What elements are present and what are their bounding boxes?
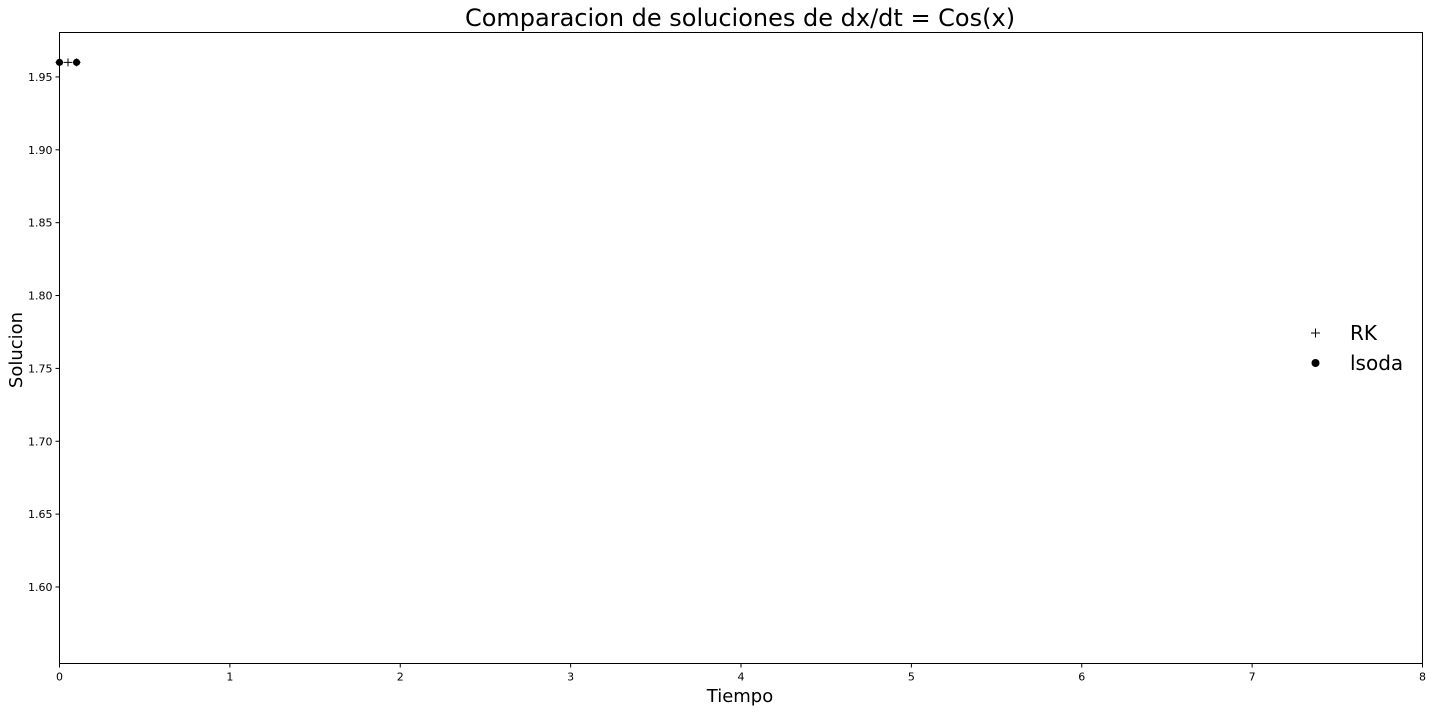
y-tick-label: 1.70	[28, 435, 53, 448]
legend-marker-rk	[1311, 328, 1320, 338]
axes-frame	[59, 32, 1423, 664]
y-tick-label: 1.75	[28, 362, 53, 375]
y-tick-label: 1.95	[28, 71, 53, 84]
x-tick-label: 4	[738, 671, 745, 684]
y-tick-label: 1.80	[28, 290, 53, 303]
x-tick-label: 8	[1419, 671, 1426, 684]
x-tick-label: 1	[226, 671, 233, 684]
legend-marker-lsoda	[1311, 359, 1320, 367]
y-axis-label: Solucion	[6, 312, 27, 388]
y-tick-label: 1.65	[28, 508, 53, 521]
legend-label-lsoda: lsoda	[1350, 351, 1403, 375]
x-tick-label: 2	[397, 671, 404, 684]
y-tick-label: 1.85	[28, 217, 53, 230]
x-tick-label: 6	[1078, 671, 1085, 684]
axis-ticks: 0 1 2 3 4 5 6 7 8 1.60 1.65 1.70 1.75 1.80 1.85 1.90 1.9…	[28, 71, 1426, 684]
chart-title: Comparacion de soluciones de dx/dt = Cos…	[465, 4, 1015, 32]
x-axis-label: Tiempo	[706, 686, 774, 707]
x-tick-label: 3	[567, 671, 574, 684]
x-tick-label: 0	[56, 671, 63, 684]
x-tick-label: 7	[1249, 671, 1256, 684]
legend: RK lsoda	[1311, 321, 1403, 375]
x-tick-label: 5	[908, 671, 915, 684]
lsoda-point	[72, 58, 81, 66]
y-tick-label: 1.90	[28, 144, 53, 157]
legend-label-rk: RK	[1350, 321, 1378, 345]
y-tick-label: 1.60	[28, 581, 53, 594]
rk-point	[64, 58, 73, 67]
